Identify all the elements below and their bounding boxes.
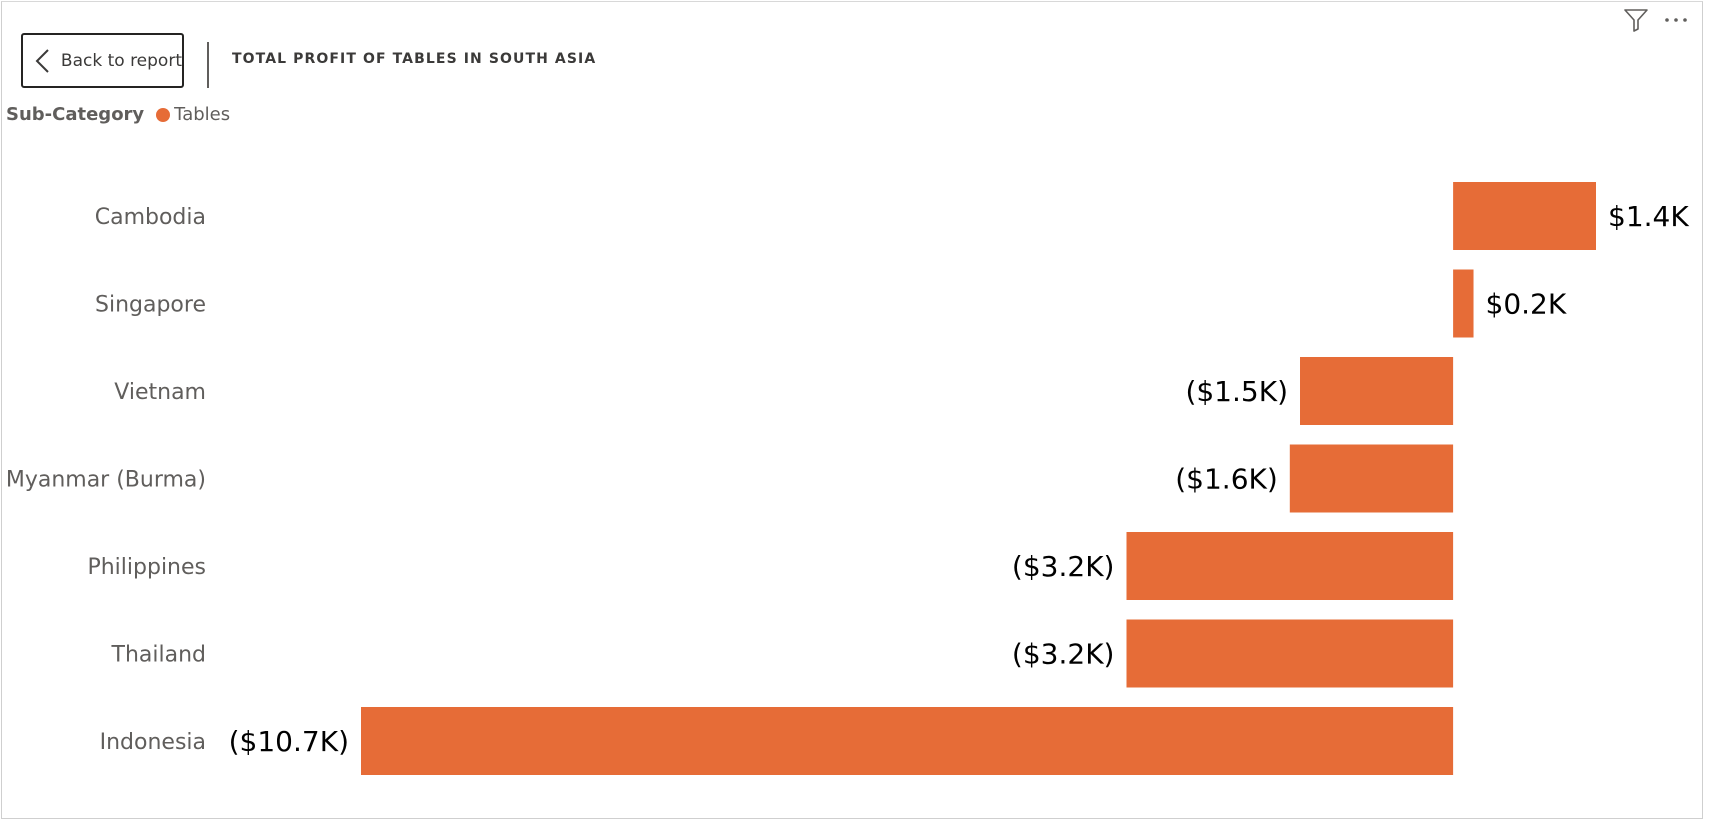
data-label: ($10.7K)	[229, 725, 349, 758]
visual-header-icons	[1623, 8, 1689, 32]
category-label: Indonesia	[100, 730, 206, 755]
data-label: $0.2K	[1486, 288, 1567, 321]
category-label: Thailand	[111, 643, 206, 668]
data-label: ($3.2K)	[1012, 550, 1115, 583]
chart-legend: Sub-Category Tables	[6, 104, 230, 125]
back-button-label: Back to report	[60, 50, 182, 71]
category-label: Vietnam	[114, 380, 206, 405]
data-label: ($1.5K)	[1185, 375, 1288, 408]
bar-vietnam[interactable]	[1300, 357, 1454, 425]
chevron-left-icon	[29, 46, 55, 76]
data-label: ($3.2K)	[1012, 638, 1115, 671]
bar-singapore[interactable]	[1453, 269, 1474, 338]
legend-title: Sub-Category	[6, 104, 145, 125]
back-to-report-button[interactable]: Back to report	[21, 33, 184, 88]
bar-thailand[interactable]	[1126, 619, 1454, 688]
header-separator	[207, 42, 209, 88]
category-label: Singapore	[95, 293, 206, 318]
category-label: Myanmar (Burma)	[6, 468, 206, 493]
data-label: ($1.6K)	[1175, 463, 1278, 496]
legend-marker	[156, 107, 171, 122]
category-label: Philippines	[87, 555, 206, 580]
category-label: Cambodia	[95, 205, 206, 230]
bar-philippines[interactable]	[1126, 532, 1454, 600]
bar-indonesia[interactable]	[361, 707, 1454, 775]
more-options-icon[interactable]	[1663, 16, 1689, 24]
filter-icon[interactable]	[1623, 8, 1649, 32]
bar-myanmar-burma[interactable]	[1289, 444, 1454, 513]
bar-cambodia[interactable]	[1453, 182, 1596, 250]
visual-title: TOTAL PROFIT OF TABLES IN SOUTH ASIA	[232, 51, 597, 67]
legend-item-label[interactable]: Tables	[174, 104, 231, 125]
data-label: $1.4K	[1608, 200, 1689, 233]
